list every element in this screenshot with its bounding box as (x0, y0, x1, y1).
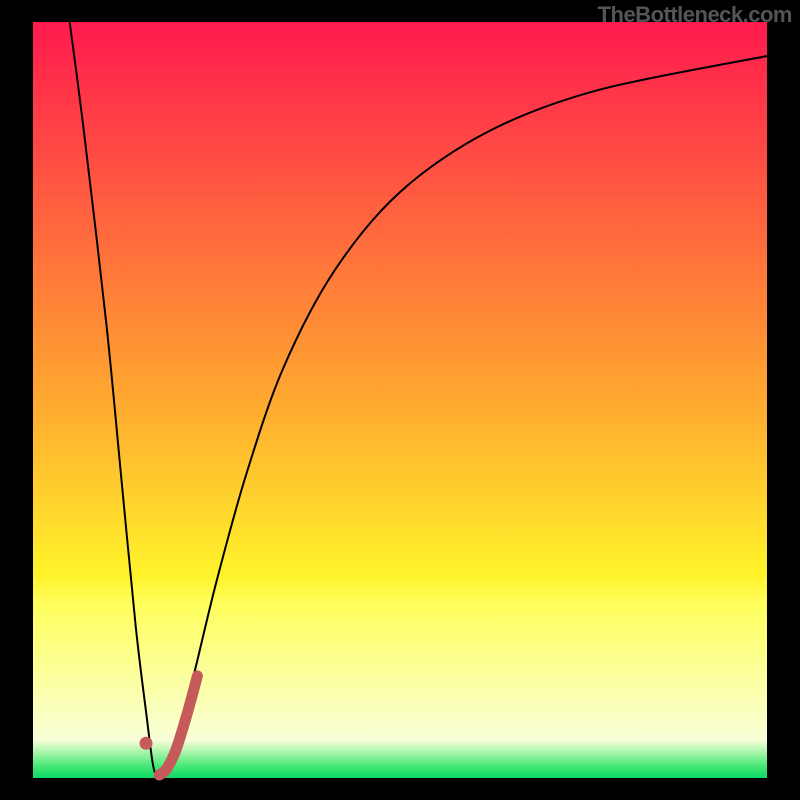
bottleneck-curve (70, 22, 767, 778)
marker-segment (159, 676, 197, 775)
watermark-text: TheBottleneck.com (598, 2, 792, 28)
chart-container: TheBottleneck.com (0, 0, 800, 800)
plot-area (33, 22, 767, 778)
marker-dot (140, 737, 153, 750)
curve-layer (33, 22, 767, 778)
